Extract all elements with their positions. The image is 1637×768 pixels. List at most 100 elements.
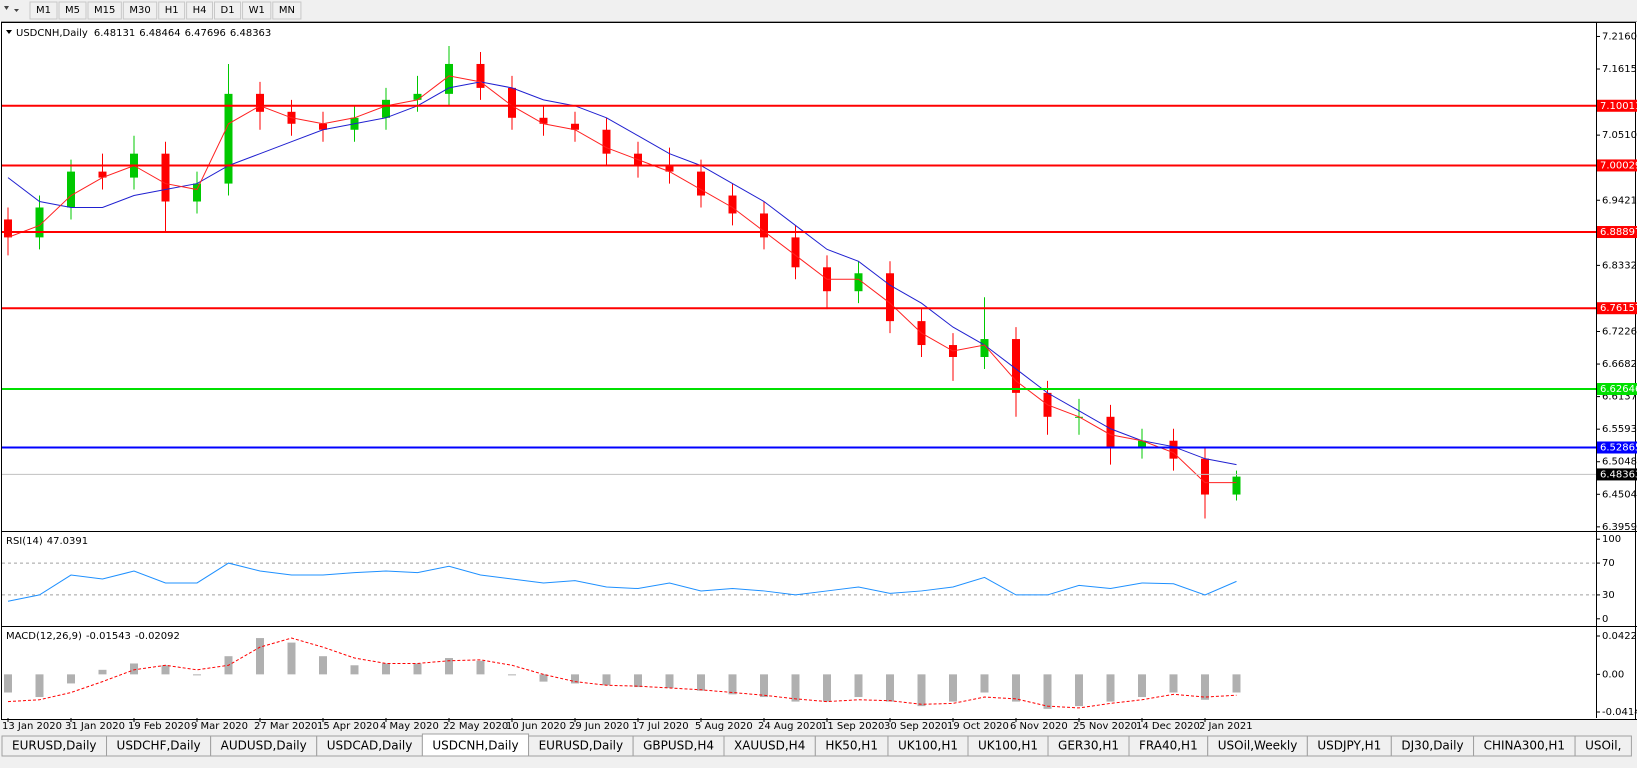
timeframe-button[interactable]: D1	[214, 1, 242, 20]
macd-bar	[35, 674, 44, 698]
x-tick-label: 13 Jan 2020	[2, 721, 62, 732]
y-tick-label: 70	[1602, 558, 1615, 569]
macd-bar	[791, 674, 800, 702]
symbol-tab[interactable]: USDJPY,H1	[1306, 735, 1392, 757]
symbol-tab[interactable]: XAUUSD,H4	[723, 735, 816, 757]
macd-bar	[1012, 674, 1020, 702]
timeframe-button[interactable]: M30	[122, 1, 158, 20]
symbol-tab[interactable]: USOil,Weekly	[1207, 735, 1308, 757]
macd-header: MACD(12,26,9)	[6, 631, 82, 642]
timeframe-button[interactable]: W1	[242, 1, 272, 20]
macd-bar	[161, 665, 170, 675]
y-tick-label: 0.042275	[1602, 631, 1637, 642]
symbol-tab[interactable]: GER30,H1	[1047, 735, 1130, 757]
macd-header: -0.02092	[135, 631, 180, 642]
timeframe-button-bg	[58, 1, 87, 20]
timeframe-button-bg	[87, 1, 122, 20]
macd-bar	[350, 665, 359, 675]
macd-bar	[823, 674, 831, 702]
symbol-tab[interactable]: FRA40,H1	[1128, 735, 1209, 757]
timeframe-label: MN	[279, 5, 295, 16]
x-tick-label: 30 Sep 2020	[884, 721, 947, 732]
candle-body	[697, 171, 705, 196]
y-tick-label: 100	[1602, 534, 1621, 545]
y-tick-label: 6.94210	[1602, 195, 1637, 206]
macd-bar	[949, 674, 957, 702]
timeframe-button[interactable]: M15	[87, 1, 122, 20]
tab-label: EURUSD,Daily	[12, 739, 97, 753]
macd-bar	[886, 674, 894, 702]
x-tick-label: 14 Dec 2020	[1136, 721, 1200, 732]
symbol-tab[interactable]: UK100,H1	[967, 735, 1049, 757]
tab-label: EURUSD,Daily	[539, 739, 624, 753]
macd-signal	[7, 637, 1237, 709]
x-tick-label: 11 Sep 2020	[821, 721, 884, 732]
candle-body	[413, 93, 422, 100]
symbol-tab[interactable]: UK100,H1	[887, 735, 969, 757]
tab-label: CHINA300,H1	[1484, 739, 1566, 753]
macd-bar	[602, 674, 611, 686]
tab-label: USDCAD,Daily	[327, 739, 413, 753]
macd-bar	[319, 656, 327, 675]
candle-body	[256, 93, 264, 112]
x-tick-label: 29 Jun 2020	[569, 721, 629, 732]
candle-body	[193, 183, 201, 202]
timeframe-button[interactable]: MN	[272, 1, 302, 20]
x-tick-label: 10 Jun 2020	[506, 721, 566, 732]
timeframe-button[interactable]: M1	[29, 1, 58, 20]
tab-bg	[1574, 735, 1632, 757]
symbol-tab[interactable]: DJ30,Daily	[1390, 735, 1475, 757]
y-tick-label: 7.16155	[1602, 64, 1637, 75]
macd-bar	[287, 642, 296, 675]
candle-body	[854, 273, 863, 292]
level-label-bg	[1597, 383, 1637, 396]
x-tick-label: 9 Mar 2020	[191, 721, 248, 732]
ohlc-value: 6.48464	[139, 28, 180, 39]
y-tick-label: 6.66820	[1602, 359, 1637, 370]
candle-body	[508, 87, 516, 118]
symbol-tab[interactable]: USDCNH,Daily	[421, 733, 530, 757]
symbol-tab[interactable]: HK50,H1	[814, 735, 889, 757]
symbol-tab[interactable]: USOil,	[1574, 735, 1632, 757]
timeframe-button[interactable]: M5	[58, 1, 87, 20]
macd-bar	[1232, 674, 1241, 693]
candle-body	[476, 63, 485, 88]
timeframe-label: D1	[221, 5, 235, 16]
rsi-value: 47.0391	[47, 536, 88, 547]
symbol-tab[interactable]: EURUSD,Daily	[528, 735, 634, 757]
tab-label: USOil,	[1585, 739, 1621, 753]
macd-bar	[697, 674, 705, 691]
symbol-tab[interactable]: AUDUSD,Daily	[210, 735, 318, 757]
chart-symbol: USDCNH,Daily	[16, 28, 88, 39]
macd-header: -0.01543	[86, 631, 131, 642]
candle-body	[1138, 440, 1146, 447]
timeframe-button-bg	[186, 1, 213, 20]
tab-label: USOil,Weekly	[1218, 739, 1298, 753]
macd-bar	[1169, 674, 1178, 693]
candle-body	[665, 165, 674, 172]
macd-bar	[476, 660, 485, 675]
symbol-tab[interactable]: GBPUSD,H4	[632, 735, 725, 757]
candle-body	[98, 171, 107, 178]
level-label: 7.10011	[1600, 101, 1637, 112]
timeframe-label: H1	[165, 5, 179, 16]
timeframe-button[interactable]: H1	[158, 1, 186, 20]
symbol-tab[interactable]: USDCAD,Daily	[316, 735, 423, 757]
y-tick-label: 6.39595	[1602, 522, 1637, 533]
symbol-tab[interactable]: USDCHF,Daily	[106, 735, 212, 757]
timeframe-button[interactable]: H4	[186, 1, 213, 20]
toolbar-icon[interactable]	[4, 6, 19, 12]
candle-body	[539, 117, 548, 124]
macd-bar	[413, 663, 422, 675]
x-tick-label: 19 Oct 2020	[947, 721, 1009, 732]
macd-bar	[917, 674, 926, 707]
symbol-tab[interactable]: CHINA300,H1	[1473, 735, 1576, 757]
y-tick-label: 6.83320	[1602, 260, 1637, 271]
timeframe-button-bg	[29, 1, 58, 20]
macd-bar	[1075, 674, 1083, 707]
symbol-tab[interactable]: EURUSD,Daily	[1, 735, 108, 757]
timeframe-label: M5	[65, 5, 80, 16]
macd-bar	[256, 638, 264, 675]
y-tick-label: 7.21600	[1602, 31, 1637, 42]
